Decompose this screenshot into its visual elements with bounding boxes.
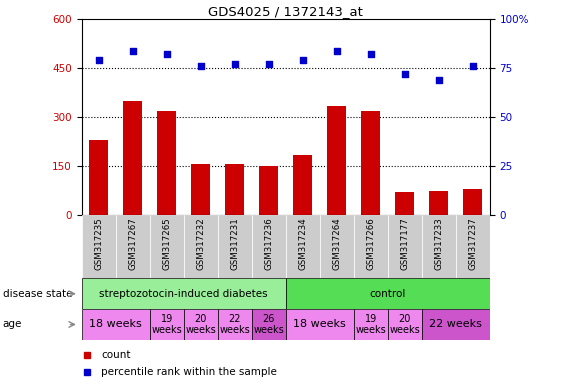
Bar	[456, 215, 490, 278]
Bar	[388, 215, 422, 278]
Title: GDS4025 / 1372143_at: GDS4025 / 1372143_at	[208, 5, 363, 18]
Bar	[285, 278, 490, 309]
Text: GSM317266: GSM317266	[367, 217, 376, 270]
Bar	[115, 215, 150, 278]
Bar	[82, 309, 150, 340]
Bar	[150, 309, 184, 340]
Bar	[285, 309, 354, 340]
Text: streptozotocin-induced diabetes: streptozotocin-induced diabetes	[99, 289, 268, 299]
Point	[264, 61, 273, 67]
Text: 19
weeks: 19 weeks	[151, 314, 182, 335]
Bar	[184, 215, 218, 278]
Bar	[422, 215, 456, 278]
Text: GSM317233: GSM317233	[434, 217, 443, 270]
Text: 22
weeks: 22 weeks	[220, 314, 250, 335]
Bar	[90, 140, 108, 215]
Point	[367, 51, 376, 58]
Point	[468, 63, 477, 69]
Text: 18 weeks: 18 weeks	[293, 319, 346, 329]
Point	[332, 48, 341, 54]
Bar	[191, 164, 210, 215]
Text: GSM317265: GSM317265	[162, 217, 171, 270]
Text: 22 weeks: 22 weeks	[430, 319, 482, 329]
Bar	[354, 215, 388, 278]
Point	[434, 77, 443, 83]
Text: GSM317264: GSM317264	[332, 217, 341, 270]
Text: GSM317231: GSM317231	[230, 217, 239, 270]
Bar	[354, 309, 388, 340]
Text: GSM317237: GSM317237	[468, 217, 477, 270]
Point	[162, 51, 171, 58]
Bar	[252, 309, 286, 340]
Bar	[328, 106, 346, 215]
Text: disease state: disease state	[3, 289, 72, 299]
Text: percentile rank within the sample: percentile rank within the sample	[101, 367, 277, 377]
Bar	[422, 309, 490, 340]
Text: GSM317267: GSM317267	[128, 217, 137, 270]
Text: control: control	[369, 289, 406, 299]
Point	[128, 48, 137, 54]
Text: 19
weeks: 19 weeks	[355, 314, 386, 335]
Point	[298, 57, 307, 63]
Bar	[463, 189, 482, 215]
Text: 20
weeks: 20 weeks	[390, 314, 420, 335]
Point	[400, 71, 409, 77]
Bar	[123, 101, 142, 215]
Text: GSM317177: GSM317177	[400, 217, 409, 270]
Bar	[218, 215, 252, 278]
Bar	[361, 111, 380, 215]
Bar	[184, 309, 218, 340]
Text: 18 weeks: 18 weeks	[90, 319, 142, 329]
Text: GSM317232: GSM317232	[196, 217, 205, 270]
Text: 20
weeks: 20 weeks	[185, 314, 216, 335]
Bar	[293, 155, 312, 215]
Text: GSM317234: GSM317234	[298, 217, 307, 270]
Bar	[252, 215, 286, 278]
Bar	[157, 111, 176, 215]
Text: age: age	[3, 319, 22, 329]
Bar	[260, 166, 278, 215]
Bar	[285, 215, 320, 278]
Text: GSM317236: GSM317236	[264, 217, 273, 270]
Bar	[388, 309, 422, 340]
Bar	[225, 164, 244, 215]
Text: count: count	[101, 350, 131, 360]
Bar	[82, 215, 115, 278]
Text: GSM317235: GSM317235	[94, 217, 103, 270]
Bar	[395, 192, 414, 215]
Bar	[430, 190, 448, 215]
Point	[196, 63, 205, 69]
Text: 26
weeks: 26 weeks	[253, 314, 284, 335]
Bar	[320, 215, 354, 278]
Bar	[150, 215, 184, 278]
Bar	[218, 309, 252, 340]
Point	[94, 57, 103, 63]
Bar	[82, 278, 285, 309]
Point	[230, 61, 239, 67]
